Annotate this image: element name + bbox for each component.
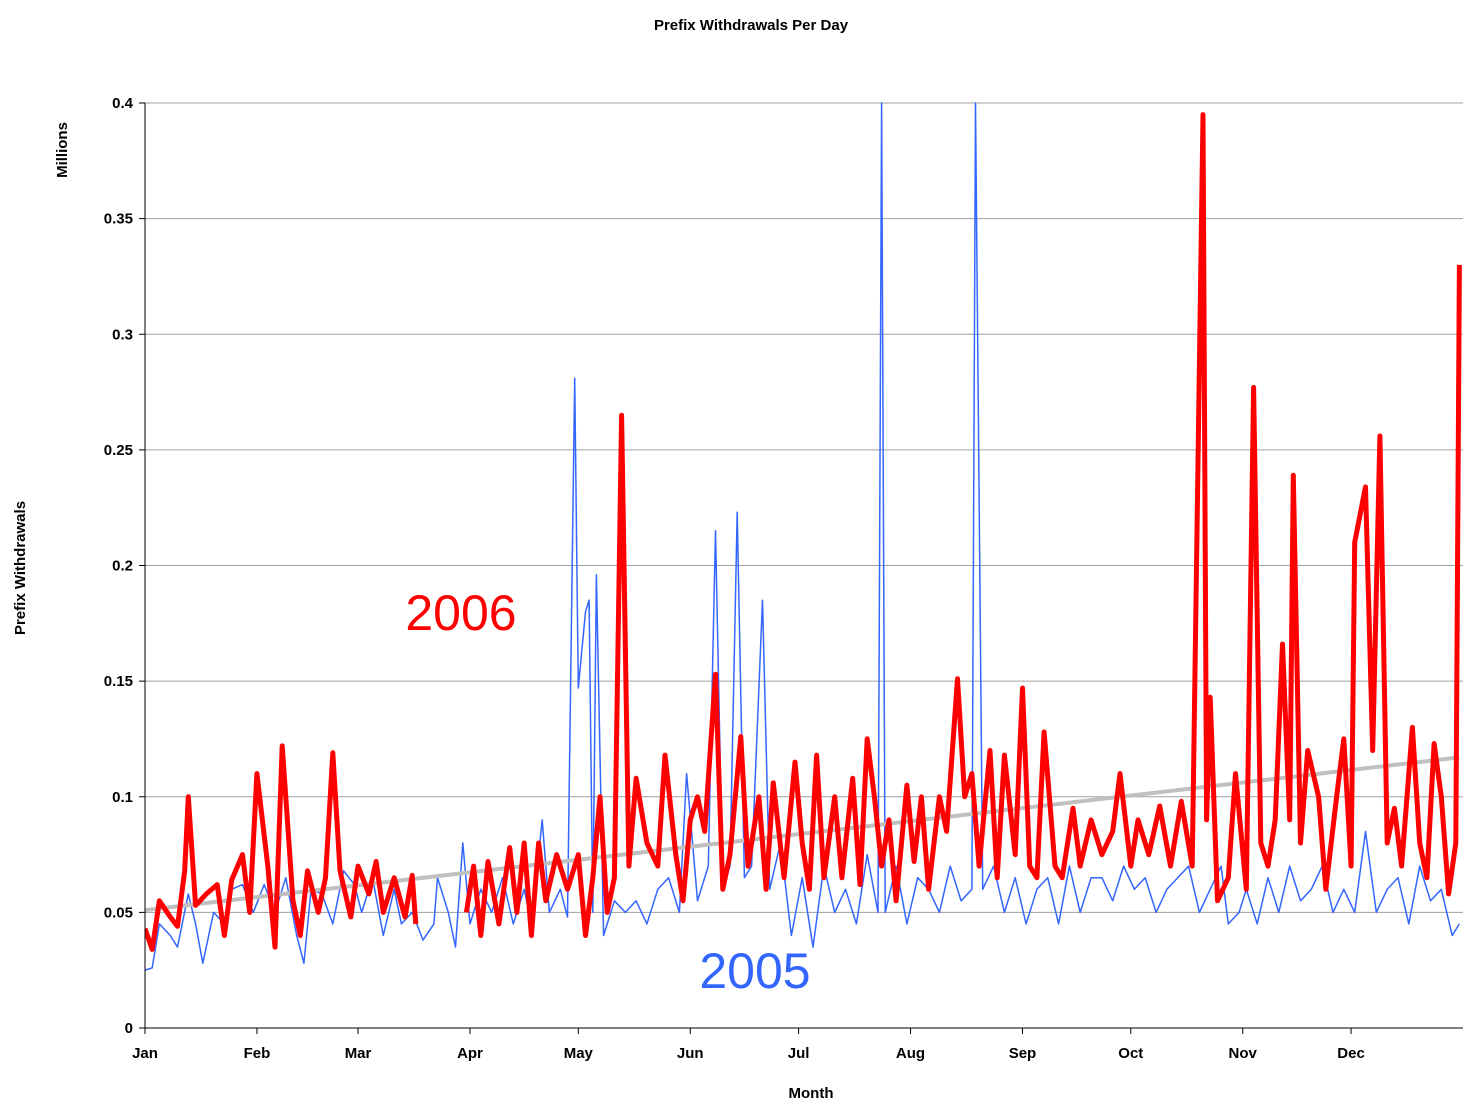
y-tick-label: 0.05 [104, 904, 133, 921]
x-axis-title: Month [789, 1085, 834, 1102]
x-tick-label: Feb [244, 1045, 271, 1062]
y-tick-label: 0.15 [104, 673, 133, 690]
x-tick-label: Aug [896, 1045, 925, 1062]
series-label: 2006 [405, 585, 516, 641]
x-tick-label: Jun [677, 1045, 704, 1062]
x-tick-label: Sep [1009, 1045, 1037, 1062]
x-tick-label: Apr [457, 1045, 483, 1062]
series-line [145, 112, 1462, 952]
axes: 0 0.05 0.1 0.15 0.2 0.25 0.3 0.35 0.4 Jan Feb Mar Ap… [104, 95, 1463, 1062]
x-tick-label: Nov [1229, 1045, 1258, 1062]
plot-area [145, 102, 1462, 971]
y-axis-title: Prefix Withdrawals [12, 501, 29, 635]
y-tick-label: 0 [125, 1020, 133, 1037]
chart-title: Prefix Withdrawals Per Day [654, 17, 849, 34]
x-tick-label: Jul [788, 1045, 810, 1062]
y-unit: Millions [54, 122, 71, 178]
y-tick-label: 0.2 [112, 558, 133, 575]
grid [145, 102, 1463, 1029]
y-tick-label: 0.4 [112, 95, 134, 112]
y-tick-label: 0.1 [112, 789, 133, 806]
x-tick-label: Oct [1118, 1045, 1143, 1062]
series-line [145, 102, 1461, 971]
y-tick-label: 0.25 [104, 442, 133, 459]
y-tick-label: 0.35 [104, 211, 133, 228]
x-tick-label: Mar [345, 1045, 372, 1062]
x-tick-label: Jan [132, 1045, 158, 1062]
x-tick-label: Dec [1337, 1045, 1365, 1062]
series-label: 2005 [699, 943, 810, 999]
y-tick-label: 0.3 [112, 326, 133, 343]
x-tick-label: May [564, 1045, 594, 1062]
